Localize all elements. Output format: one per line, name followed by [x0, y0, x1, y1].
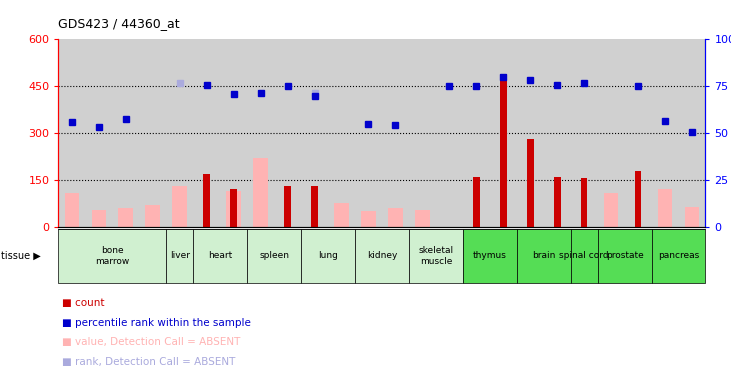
Text: GDS423 / 44360_at: GDS423 / 44360_at — [58, 17, 180, 30]
Bar — [58, 39, 86, 227]
Bar — [580, 178, 588, 227]
Bar — [409, 39, 436, 227]
Bar — [86, 39, 113, 227]
Bar — [624, 39, 651, 227]
Bar — [463, 39, 490, 227]
Text: ■ count: ■ count — [62, 298, 105, 308]
Bar — [571, 39, 597, 227]
Bar — [247, 39, 274, 227]
Bar — [355, 39, 382, 227]
Bar — [274, 39, 301, 227]
Text: prostate: prostate — [606, 251, 643, 260]
Text: brain: brain — [532, 251, 556, 260]
Bar — [64, 192, 80, 227]
Bar — [140, 39, 166, 227]
Bar — [651, 39, 678, 227]
Bar — [658, 189, 673, 227]
Bar — [490, 39, 517, 227]
Text: skeletal
muscle: skeletal muscle — [418, 246, 453, 266]
Text: ■ rank, Detection Call = ABSENT: ■ rank, Detection Call = ABSENT — [62, 357, 235, 367]
Bar — [684, 207, 700, 227]
Text: thymus: thymus — [473, 251, 507, 260]
Text: kidney: kidney — [367, 251, 397, 260]
Bar — [436, 39, 463, 227]
Bar — [473, 177, 480, 227]
Text: ■ percentile rank within the sample: ■ percentile rank within the sample — [62, 318, 251, 328]
Bar — [227, 191, 241, 227]
Bar — [113, 39, 140, 227]
Text: tissue ▶: tissue ▶ — [1, 251, 41, 261]
Bar — [284, 186, 291, 227]
Bar — [517, 39, 544, 227]
Bar — [382, 39, 409, 227]
Bar — [361, 211, 376, 227]
Bar — [91, 210, 106, 227]
Bar — [220, 39, 247, 227]
Text: ■ value, Detection Call = ABSENT: ■ value, Detection Call = ABSENT — [62, 337, 240, 347]
Bar — [500, 74, 507, 227]
Bar — [415, 210, 430, 227]
Bar — [651, 229, 705, 283]
Bar — [598, 229, 651, 283]
Bar — [311, 186, 318, 227]
Bar — [203, 174, 210, 227]
Bar — [463, 229, 517, 283]
Bar — [145, 205, 160, 227]
Bar — [253, 158, 268, 227]
Bar — [409, 229, 463, 283]
Bar — [517, 229, 571, 283]
Text: liver: liver — [170, 251, 190, 260]
Bar — [230, 189, 237, 227]
Bar — [166, 39, 193, 227]
Bar — [301, 39, 328, 227]
Text: bone
marrow: bone marrow — [95, 246, 129, 266]
Text: pancreas: pancreas — [658, 251, 699, 260]
Bar — [167, 229, 193, 283]
Bar — [193, 39, 220, 227]
Bar — [334, 203, 349, 227]
Bar — [355, 229, 409, 283]
Bar — [173, 186, 187, 227]
Text: spleen: spleen — [259, 251, 289, 260]
Text: lung: lung — [318, 251, 338, 260]
Bar — [118, 208, 133, 227]
Bar — [328, 39, 355, 227]
Bar — [193, 229, 247, 283]
Bar — [527, 140, 534, 227]
Bar — [597, 39, 624, 227]
Bar — [604, 192, 618, 227]
Bar — [544, 39, 571, 227]
Bar — [247, 229, 301, 283]
Bar — [388, 208, 403, 227]
Text: heart: heart — [208, 251, 232, 260]
Bar — [635, 171, 641, 227]
Bar — [58, 229, 167, 283]
Bar — [571, 229, 598, 283]
Text: spinal cord: spinal cord — [559, 251, 609, 260]
Bar — [678, 39, 705, 227]
Bar — [301, 229, 355, 283]
Bar — [554, 177, 561, 227]
